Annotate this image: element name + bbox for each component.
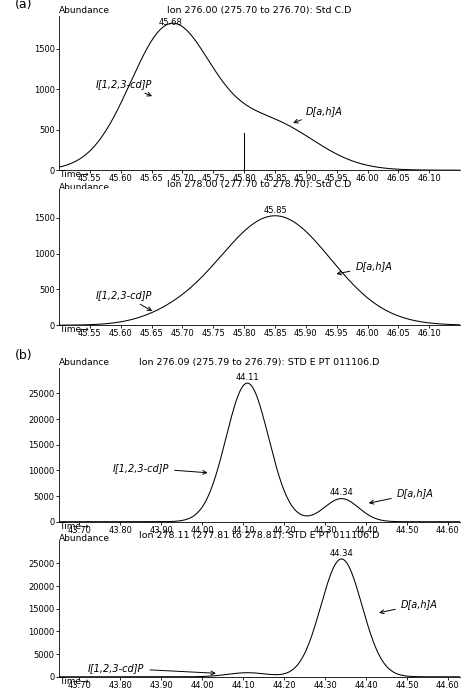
Text: Time→: Time→ bbox=[59, 677, 89, 686]
Text: I[1,2,3-cd]P: I[1,2,3-cd]P bbox=[113, 463, 207, 474]
Title: Ion 278.11 (277.81 to 278.81): STD E PT 011106.D: Ion 278.11 (277.81 to 278.81): STD E PT … bbox=[139, 531, 380, 540]
Text: Time→: Time→ bbox=[59, 170, 89, 179]
Text: I[1,2,3-cd]P: I[1,2,3-cd]P bbox=[96, 290, 152, 310]
Text: (b): (b) bbox=[15, 349, 33, 362]
Text: 45.85: 45.85 bbox=[263, 206, 287, 215]
Text: D[a,h]A: D[a,h]A bbox=[294, 106, 343, 123]
Text: D[a,h]A: D[a,h]A bbox=[370, 489, 434, 504]
Title: Ion 276.09 (275.79 to 276.79): STD E PT 011106.D: Ion 276.09 (275.79 to 276.79): STD E PT … bbox=[139, 358, 380, 367]
Text: 45.68: 45.68 bbox=[158, 18, 182, 27]
Text: Abundance: Abundance bbox=[59, 534, 110, 543]
Text: D[a,h]A: D[a,h]A bbox=[337, 261, 392, 275]
Text: 44.34: 44.34 bbox=[329, 549, 354, 558]
Title: Ion 278.00 (277.70 to 278.70): Std C.D: Ion 278.00 (277.70 to 278.70): Std C.D bbox=[168, 179, 352, 188]
Text: (a): (a) bbox=[15, 0, 33, 10]
Text: 44.11: 44.11 bbox=[236, 373, 259, 382]
Text: Time→: Time→ bbox=[59, 325, 89, 334]
Text: 44.34: 44.34 bbox=[329, 489, 354, 498]
Title: Ion 276.00 (275.70 to 276.70): Std C.D: Ion 276.00 (275.70 to 276.70): Std C.D bbox=[168, 6, 352, 15]
Text: Time→: Time→ bbox=[59, 522, 89, 531]
Text: D[a,h]A: D[a,h]A bbox=[380, 599, 438, 613]
Text: I[1,2,3-cd]P: I[1,2,3-cd]P bbox=[96, 79, 152, 96]
Text: Abundance: Abundance bbox=[59, 182, 110, 191]
Text: Abundance: Abundance bbox=[59, 358, 110, 367]
Text: I[1,2,3-cd]P: I[1,2,3-cd]P bbox=[88, 663, 215, 675]
Text: Abundance: Abundance bbox=[59, 6, 110, 15]
